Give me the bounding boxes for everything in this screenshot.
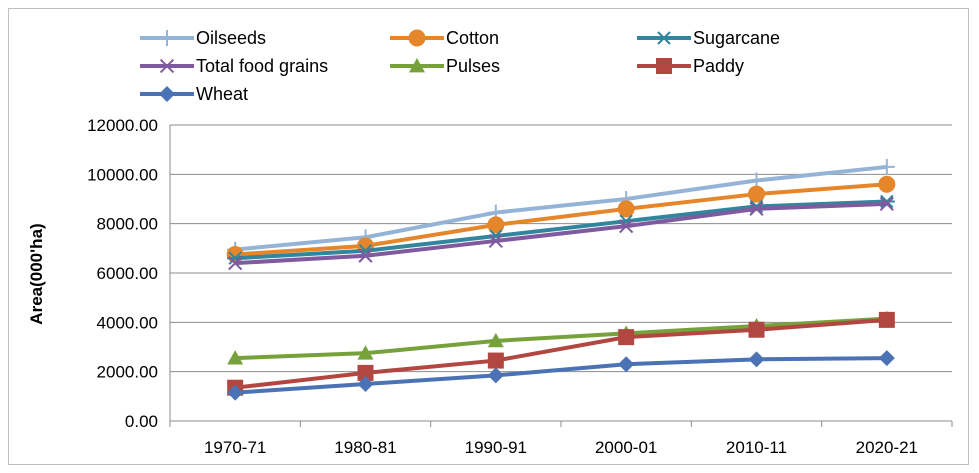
data-point-marker — [748, 185, 765, 203]
axes: 0.00 2000.00 4000.00 6000.00 8000.00 10000.00… — [87, 116, 953, 457]
data-point-marker — [159, 30, 175, 46]
y-tick-label: 6000.00 — [97, 264, 158, 283]
legend-label: Cotton — [446, 28, 499, 48]
data-point-marker — [227, 350, 244, 365]
data-point-marker — [617, 200, 635, 218]
data-point-marker — [488, 233, 503, 249]
legend-item: Cotton — [390, 28, 499, 48]
legend-item: Pulses — [390, 56, 500, 76]
data-point-marker — [618, 356, 635, 373]
series-line — [235, 316, 887, 361]
legend-label: Pulses — [446, 56, 500, 76]
series-line — [234, 164, 888, 252]
series-cotton — [226, 175, 896, 263]
legend-label: Sugarcane — [693, 28, 780, 48]
legend-label: Total food grains — [196, 56, 328, 76]
data-point-marker — [879, 196, 894, 212]
series-wheat — [227, 350, 895, 401]
legend-item: Paddy — [637, 56, 744, 76]
y-axis-title: Area(000'ha) — [27, 223, 46, 324]
data-point-marker — [878, 311, 895, 328]
y-tick-label: 4000.00 — [97, 313, 158, 332]
y-tick-label: 2000.00 — [97, 363, 158, 382]
data-point-marker — [749, 201, 764, 216]
series-total-food-grains — [228, 196, 894, 271]
data-point-marker — [159, 86, 175, 102]
x-tick-label: 1970-71 — [204, 438, 266, 457]
legend-item: Total food grains — [140, 56, 328, 76]
gridlines — [170, 124, 952, 373]
x-tick-label: 1980-81 — [334, 438, 396, 457]
y-tick-label: 10000.00 — [87, 165, 158, 184]
series-line — [235, 356, 887, 395]
legend-item: Oilseeds — [140, 28, 266, 48]
data-point-marker — [878, 158, 895, 175]
data-point-marker — [656, 31, 672, 45]
data-point-marker — [748, 321, 765, 338]
legend-item: Sugarcane — [637, 28, 780, 48]
data-point-marker — [357, 364, 374, 381]
data-point-marker — [656, 58, 672, 74]
y-tick-label: 12000.00 — [87, 116, 158, 135]
data-point-marker — [357, 345, 374, 360]
data-point-marker — [227, 384, 244, 401]
legend-label: Wheat — [196, 84, 248, 104]
x-tick-label: 1990-91 — [465, 438, 527, 457]
data-point-marker — [878, 350, 895, 367]
series-pulses — [227, 310, 895, 365]
legend-item: Wheat — [140, 84, 248, 104]
series-paddy — [227, 311, 895, 396]
data-point-marker — [878, 175, 896, 193]
data-point-marker — [748, 351, 765, 368]
data-point-marker — [618, 329, 635, 346]
data-point-marker — [408, 29, 426, 47]
data-point-marker — [226, 246, 244, 263]
y-tick-label: 8000.00 — [97, 215, 158, 234]
data-point-marker — [487, 332, 504, 348]
data-point-marker — [487, 352, 504, 369]
x-tick-label: 2000-01 — [595, 438, 657, 457]
data-point-marker — [358, 248, 373, 263]
data-point-marker — [487, 216, 505, 234]
data-point-marker — [159, 58, 175, 74]
legend-label: Paddy — [693, 56, 744, 76]
y-tick-label: 0.00 — [125, 412, 158, 431]
legend: Oilseeds Cotton Sugarcane Total food grains… — [140, 28, 780, 104]
series-line — [235, 199, 887, 261]
data-point-marker — [409, 58, 425, 73]
legend-label: Oilseeds — [196, 28, 266, 48]
series-line — [234, 317, 887, 390]
data-point-marker — [619, 219, 634, 234]
series-line — [235, 182, 887, 257]
data-point-marker — [357, 376, 374, 392]
data-point-marker — [487, 367, 504, 384]
series-line — [235, 201, 887, 266]
data-point-marker — [228, 256, 243, 271]
x-tick-label: 2010-11 — [726, 438, 787, 457]
x-tick-label: 2020-21 — [856, 438, 918, 457]
series-lines — [226, 158, 896, 401]
